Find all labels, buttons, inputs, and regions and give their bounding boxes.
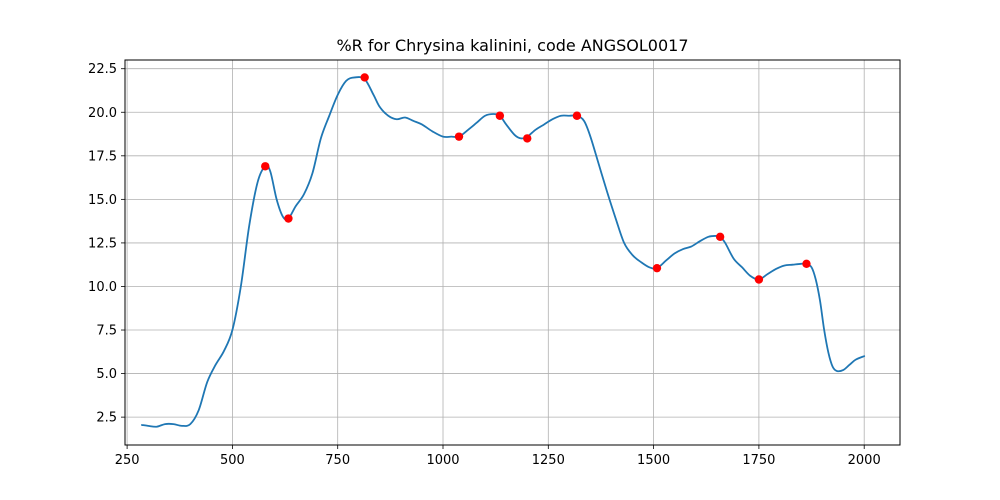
x-tick-label: 1750 [742,453,775,468]
plot-frame [124,59,901,446]
x-tick-label: 1500 [637,453,670,468]
y-tick-label: 5.0 [96,367,117,382]
x-tick-label: 750 [325,453,350,468]
chart-title: %R for Chrysina kalinini, code ANGSOL001… [336,36,688,55]
y-tick-label: 12.5 [88,236,117,251]
peak-marker [572,111,582,120]
peak-marker [715,232,725,242]
peak-marker [652,263,662,273]
x-tick-label: 250 [115,453,140,468]
peak-marker [523,134,532,143]
y-tick-label: 17.5 [88,149,117,164]
y-tick-label: 15.0 [88,193,117,208]
peak-marker [754,275,764,284]
tick-layer: 250 500 750 1000 1250 1500 1750 2000 2.5 5.0 7.5 10… [88,62,881,468]
y-tick-label: 22.5 [88,62,117,77]
x-tick-label: 1250 [532,453,565,468]
x-tick-label: 500 [220,453,245,468]
peak-marker [454,132,464,141]
peak-marker [495,111,505,120]
peak-marker [360,73,369,82]
y-tick-label: 7.5 [96,324,117,339]
marker-layer [261,73,811,284]
peak-marker [284,214,293,223]
grid-layer [125,60,900,445]
peak-marker [261,162,270,171]
x-tick-label: 2000 [848,453,881,468]
y-tick-label: 10.0 [88,280,117,295]
peak-marker [802,259,811,269]
y-tick-label: 2.5 [96,411,117,426]
y-tick-label: 20.0 [88,106,117,121]
x-tick-label: 1000 [426,453,459,468]
